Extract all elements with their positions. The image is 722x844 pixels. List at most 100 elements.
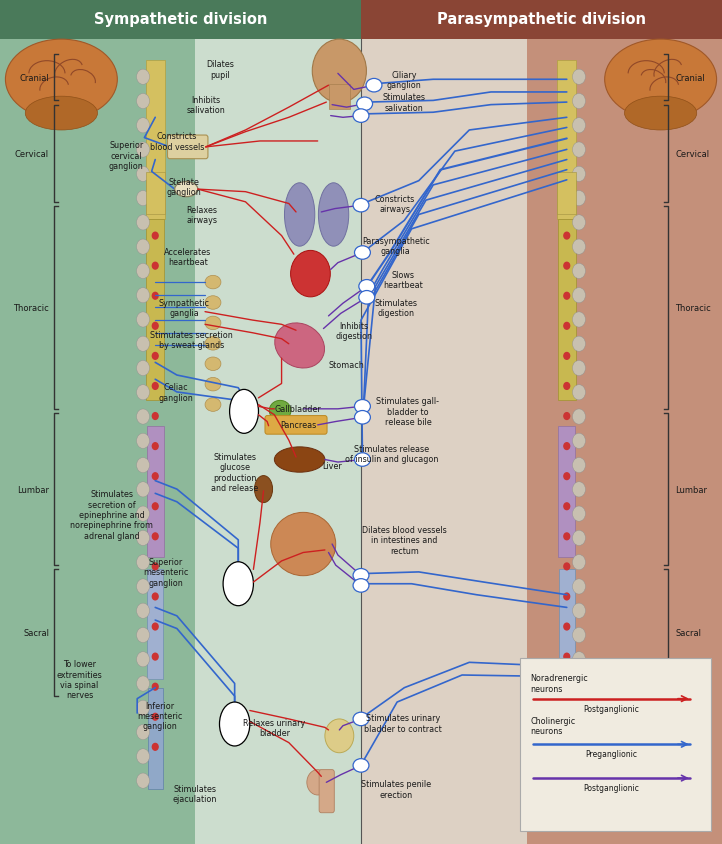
Ellipse shape xyxy=(205,276,221,289)
Circle shape xyxy=(152,443,158,450)
Circle shape xyxy=(573,289,586,304)
Ellipse shape xyxy=(205,316,221,330)
Circle shape xyxy=(152,263,158,270)
Circle shape xyxy=(573,749,586,764)
Text: Lumbar: Lumbar xyxy=(17,485,49,494)
Text: Gallbladder: Gallbladder xyxy=(275,405,321,414)
Text: Inferior
mesenteric
ganglion: Inferior mesenteric ganglion xyxy=(138,701,183,731)
FancyBboxPatch shape xyxy=(559,570,575,679)
Circle shape xyxy=(152,624,158,630)
Ellipse shape xyxy=(219,702,250,746)
Ellipse shape xyxy=(205,378,221,392)
Circle shape xyxy=(152,233,158,240)
Circle shape xyxy=(573,531,586,546)
Circle shape xyxy=(152,323,158,330)
Text: Constricts
airways: Constricts airways xyxy=(375,195,415,214)
Text: Lumbar: Lumbar xyxy=(675,485,707,494)
Text: Sympathetic
ganglia: Sympathetic ganglia xyxy=(159,299,209,317)
Ellipse shape xyxy=(25,97,97,131)
Text: To lower
extremities
via spinal
nerves: To lower extremities via spinal nerves xyxy=(56,659,103,700)
Circle shape xyxy=(573,167,586,182)
Circle shape xyxy=(564,503,570,510)
Text: Cranial: Cranial xyxy=(675,73,705,83)
Ellipse shape xyxy=(205,337,221,351)
Text: Sympathetic division: Sympathetic division xyxy=(94,13,267,27)
Ellipse shape xyxy=(223,562,253,606)
Ellipse shape xyxy=(284,184,315,246)
Circle shape xyxy=(136,628,149,643)
Ellipse shape xyxy=(274,447,325,473)
Text: Cholinergic
neurons: Cholinergic neurons xyxy=(531,716,576,735)
Circle shape xyxy=(136,215,149,230)
Ellipse shape xyxy=(230,390,258,434)
Circle shape xyxy=(573,579,586,594)
Circle shape xyxy=(136,289,149,304)
Circle shape xyxy=(136,361,149,376)
Text: Cervical: Cervical xyxy=(15,149,49,159)
Circle shape xyxy=(564,533,570,540)
Ellipse shape xyxy=(269,401,291,421)
Text: Stomach: Stomach xyxy=(329,360,365,369)
FancyBboxPatch shape xyxy=(558,426,575,557)
Circle shape xyxy=(564,624,570,630)
Circle shape xyxy=(136,167,149,182)
Circle shape xyxy=(152,383,158,390)
FancyBboxPatch shape xyxy=(560,688,574,789)
FancyBboxPatch shape xyxy=(147,570,163,679)
FancyBboxPatch shape xyxy=(557,173,576,215)
Circle shape xyxy=(136,385,149,400)
Circle shape xyxy=(152,353,158,360)
Text: Stellate
ganglion: Stellate ganglion xyxy=(167,178,201,197)
FancyBboxPatch shape xyxy=(146,61,165,219)
Circle shape xyxy=(136,240,149,255)
Text: Accelerates
heartbeat: Accelerates heartbeat xyxy=(164,248,212,267)
Ellipse shape xyxy=(205,296,221,310)
Ellipse shape xyxy=(353,110,369,123)
Text: Stimulates
salivation: Stimulates salivation xyxy=(383,94,426,112)
Circle shape xyxy=(136,531,149,546)
Circle shape xyxy=(136,482,149,497)
Circle shape xyxy=(573,555,586,570)
Ellipse shape xyxy=(359,291,375,305)
Ellipse shape xyxy=(325,719,354,753)
Circle shape xyxy=(136,506,149,522)
Circle shape xyxy=(136,676,149,691)
Text: Sacral: Sacral xyxy=(675,629,701,637)
Circle shape xyxy=(564,353,570,360)
FancyBboxPatch shape xyxy=(558,219,575,401)
Circle shape xyxy=(136,458,149,473)
Circle shape xyxy=(573,361,586,376)
FancyBboxPatch shape xyxy=(265,416,327,435)
FancyBboxPatch shape xyxy=(148,688,162,789)
Ellipse shape xyxy=(355,453,370,467)
Circle shape xyxy=(573,240,586,255)
Text: Liver: Liver xyxy=(322,462,342,470)
Circle shape xyxy=(573,337,586,352)
Text: Stimulates penile
erection: Stimulates penile erection xyxy=(360,780,431,798)
Text: Stimulates
ejaculation: Stimulates ejaculation xyxy=(173,784,217,803)
Circle shape xyxy=(152,533,158,540)
Ellipse shape xyxy=(6,41,117,121)
Circle shape xyxy=(136,70,149,85)
Circle shape xyxy=(152,744,158,750)
Circle shape xyxy=(152,414,158,420)
Ellipse shape xyxy=(205,358,221,371)
Circle shape xyxy=(564,593,570,600)
Text: Cranial: Cranial xyxy=(19,73,49,83)
Text: Pancreas: Pancreas xyxy=(280,420,316,429)
Circle shape xyxy=(152,653,158,660)
Circle shape xyxy=(573,701,586,716)
Text: Relaxes urinary
bladder: Relaxes urinary bladder xyxy=(243,718,305,737)
Ellipse shape xyxy=(357,98,373,111)
Ellipse shape xyxy=(359,280,375,294)
Circle shape xyxy=(564,383,570,390)
Circle shape xyxy=(573,143,586,158)
FancyBboxPatch shape xyxy=(0,0,361,844)
FancyBboxPatch shape xyxy=(147,219,164,401)
FancyBboxPatch shape xyxy=(361,0,722,40)
Text: Dilates
pupil: Dilates pupil xyxy=(206,61,234,79)
Text: Noradrenergic
neurons: Noradrenergic neurons xyxy=(531,674,588,693)
FancyBboxPatch shape xyxy=(520,658,711,831)
Text: Slows
heartbeat: Slows heartbeat xyxy=(383,271,423,289)
Circle shape xyxy=(573,628,586,643)
